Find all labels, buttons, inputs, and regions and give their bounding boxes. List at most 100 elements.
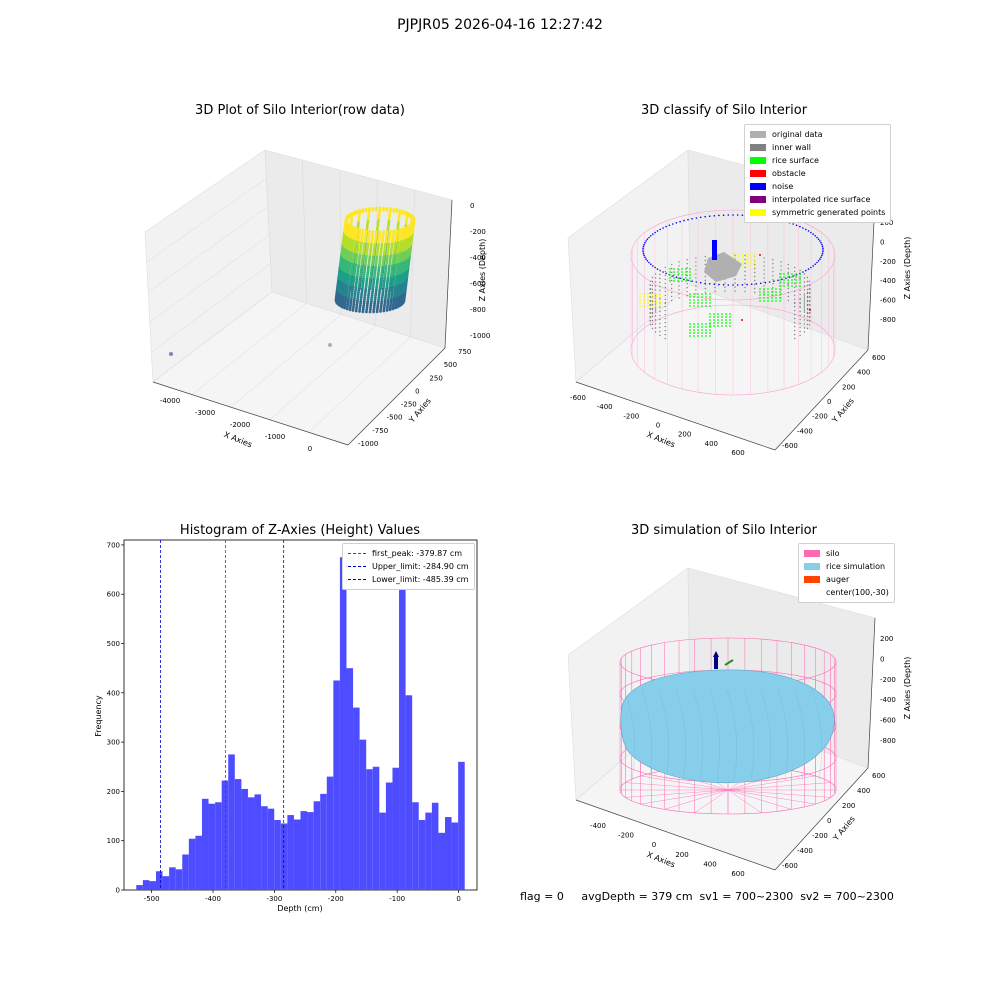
noise-point: [807, 268, 810, 270]
surface-point: [643, 293, 645, 295]
raw-point: [374, 236, 378, 240]
surface-point: [651, 293, 653, 295]
raw-point: [367, 263, 371, 266]
grid-line: [149, 234, 270, 323]
raw-point: [377, 216, 381, 220]
surface-point: [795, 285, 797, 287]
surface-point: [795, 273, 797, 275]
raw-point: [384, 264, 388, 268]
raw-point: [391, 283, 395, 287]
raw-point: [355, 255, 359, 258]
y-tick-label: -250: [401, 401, 417, 409]
surface-point: [746, 259, 748, 261]
noise-point: [672, 275, 674, 277]
noise-point: [713, 215, 716, 217]
y-tick-label: 0: [827, 398, 831, 406]
legend-swatch: [804, 550, 820, 557]
inner-wall-point: [664, 321, 666, 324]
inner-wall-point: [714, 290, 716, 293]
inner-wall-point: [659, 306, 661, 309]
raw-point: [405, 217, 409, 221]
raw-point: [403, 210, 407, 214]
surface-point: [734, 256, 736, 258]
surface-point: [647, 293, 649, 295]
surface-point: [701, 335, 703, 337]
legend-item-rice-surface: rice surface: [750, 154, 885, 167]
surface-point: [725, 325, 727, 327]
inner-wall-point: [671, 275, 673, 278]
noise-cluster: [712, 240, 717, 260]
histogram-reference-lines: [160, 540, 285, 890]
raw-point: [358, 208, 362, 212]
y-tick-label: -1000: [358, 440, 378, 448]
histogram-bar: [438, 832, 446, 890]
raw-point: [396, 288, 399, 291]
noise-point: [704, 215, 706, 218]
raw-point: [394, 300, 398, 304]
raw-point: [371, 206, 375, 210]
surface-point: [709, 305, 711, 307]
inner-wall-point: [714, 282, 716, 285]
raw-point: [351, 241, 355, 244]
legend-item-first-peak: first_peak: -379.87 cm: [348, 547, 469, 560]
legend-label: silo: [826, 549, 840, 558]
raw-point: [354, 284, 358, 288]
raw-point: [355, 276, 359, 279]
inner-wall-point: [649, 280, 652, 282]
surface-point: [697, 299, 699, 301]
raw-point: [352, 279, 355, 283]
raw-point: [359, 270, 363, 274]
inner-wall-point: [799, 269, 801, 272]
inner-wall-point: [649, 308, 652, 310]
inner-wall-point: [744, 262, 746, 265]
raw-point: [360, 241, 363, 245]
raw-point: [400, 237, 403, 241]
surface-point: [689, 271, 691, 273]
surface-point: [669, 280, 671, 282]
raw-point: [362, 304, 366, 307]
surface-point: [729, 325, 731, 327]
raw-point: [375, 283, 379, 287]
raw-point: [390, 246, 394, 249]
inner-wall-point: [704, 291, 706, 294]
inner-wall-point: [808, 296, 811, 298]
y-tick-label: -600: [782, 862, 798, 870]
z-tick-label: 0: [880, 238, 884, 246]
raw-point: [389, 250, 393, 253]
inner-wall-point: [794, 317, 796, 320]
noise-point: [822, 251, 824, 253]
raw-point: [362, 300, 366, 303]
raw-point: [394, 278, 398, 282]
surface-point: [742, 262, 744, 264]
surface-point: [746, 253, 748, 255]
inner-wall-point: [754, 263, 756, 266]
inner-wall-point: [686, 279, 688, 281]
inner-wall-point: [806, 296, 809, 299]
surface-point: [754, 256, 756, 258]
surface-point: [701, 323, 703, 325]
noise-point: [822, 249, 824, 251]
raw-point: [369, 302, 373, 306]
raw-point: [382, 259, 385, 262]
z-tick-label: -400: [880, 696, 896, 704]
inner-wall-point: [695, 269, 697, 271]
inner-wall-point: [794, 282, 796, 285]
inner-wall-point: [649, 292, 652, 294]
inner-wall-point: [671, 295, 673, 298]
histogram-x-ticks: -500 -400 -300 -200 -100 0: [144, 890, 461, 903]
y-tick-label: 500: [107, 640, 120, 648]
legend-swatch: [750, 170, 766, 177]
surface-point: [705, 323, 707, 325]
z-tick-label: -800: [470, 306, 486, 314]
inner-wall-point: [695, 277, 697, 279]
inner-wall-point: [780, 265, 782, 267]
raw-point: [369, 271, 373, 275]
raw-point: [378, 263, 381, 267]
raw-point: [377, 212, 381, 216]
surface-point: [713, 313, 715, 315]
inner-wall-point: [803, 303, 806, 305]
noise-point: [722, 284, 725, 286]
inner-wall-point: [734, 282, 736, 284]
surface-point: [799, 276, 801, 278]
raw-point: [387, 292, 391, 296]
